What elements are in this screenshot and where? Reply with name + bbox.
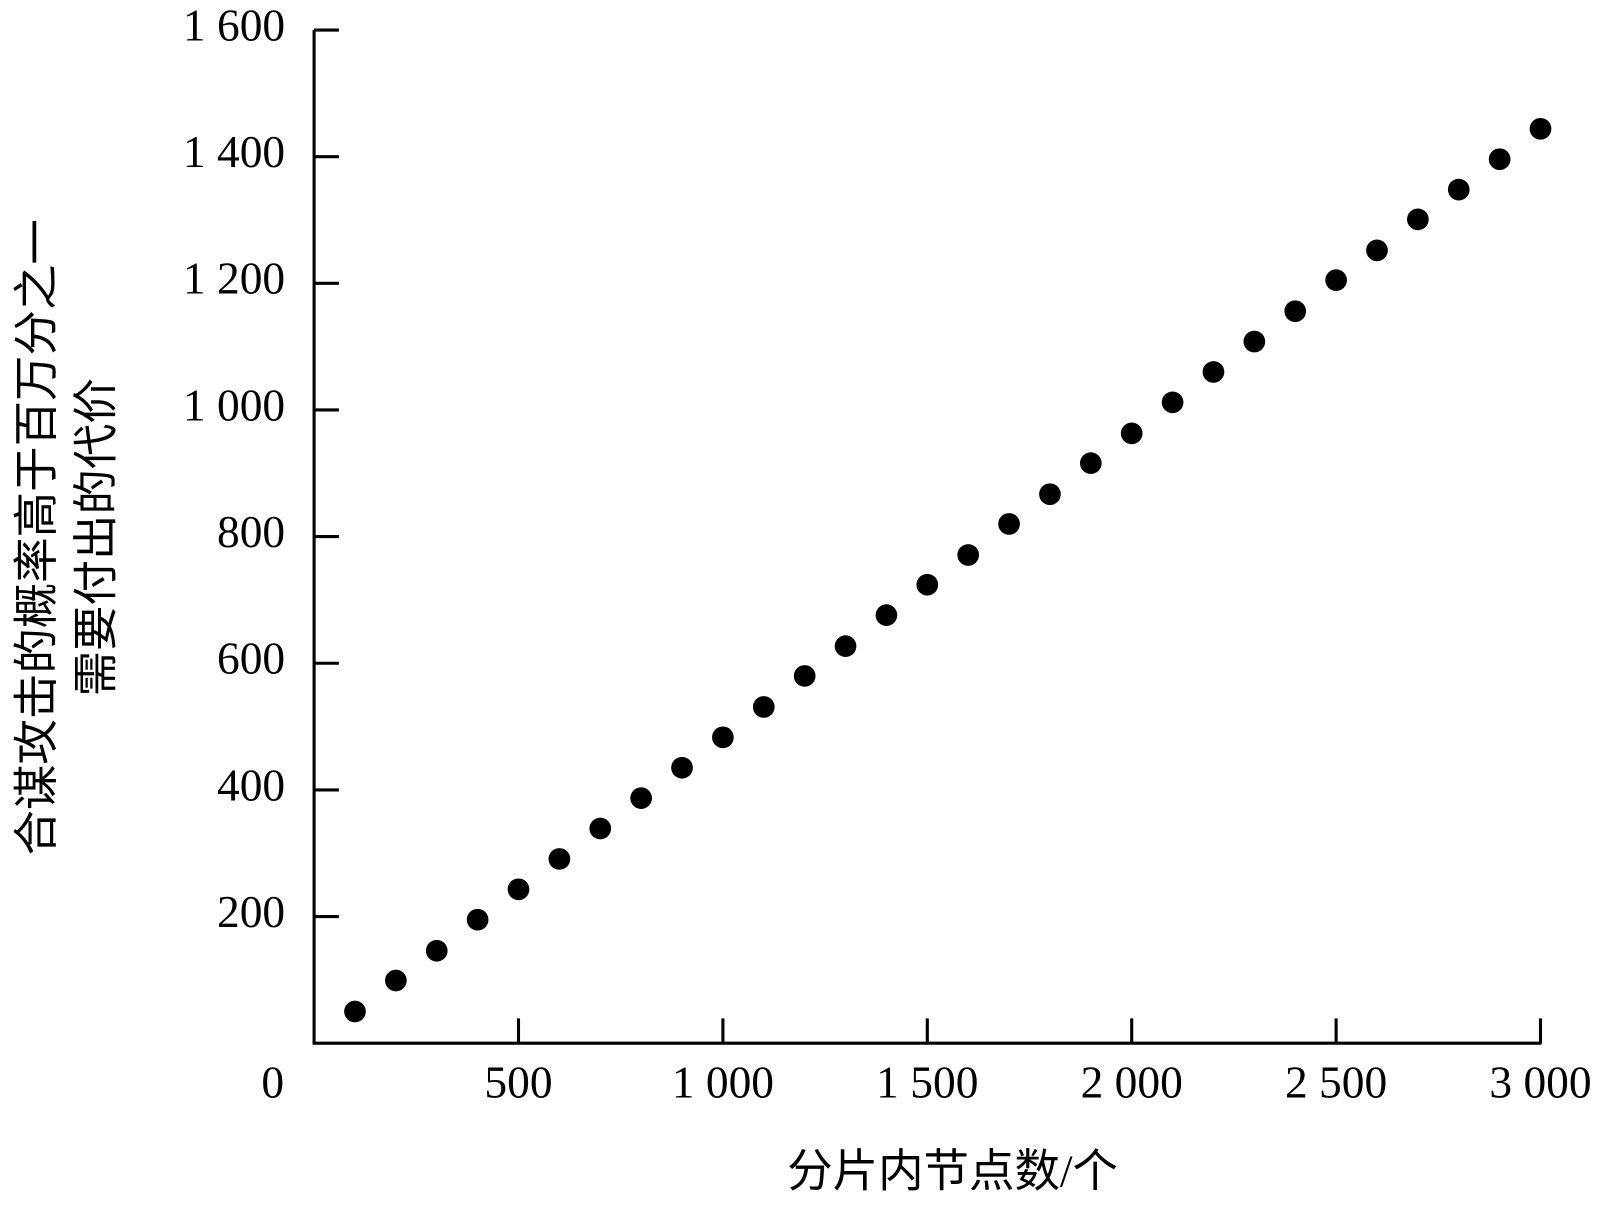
point [466, 908, 489, 931]
point [507, 878, 530, 901]
point [1529, 117, 1552, 140]
point [1079, 452, 1102, 474]
point [998, 513, 1020, 535]
x-tick-label: 500 [484, 1056, 552, 1107]
point [752, 696, 775, 718]
point [1407, 208, 1429, 231]
point [425, 939, 448, 962]
point [793, 665, 816, 687]
y-tick-label: 200 [217, 886, 285, 937]
point [548, 848, 571, 870]
point [1488, 148, 1511, 171]
y-tick-label: 1 000 [183, 379, 285, 430]
point [916, 573, 939, 596]
point [875, 604, 898, 626]
y-tick-label: 1 400 [183, 126, 285, 177]
y-tick-label: 800 [217, 506, 285, 557]
y-tick-label: 400 [217, 759, 285, 810]
y-tick-label: 1 200 [183, 253, 285, 304]
point [1284, 300, 1307, 323]
point [1039, 483, 1061, 506]
x-tick-label: 0 [261, 1056, 284, 1107]
point [630, 787, 652, 809]
point [385, 969, 407, 992]
point [1120, 422, 1143, 445]
y-tick-label: 1 600 [183, 0, 285, 50]
point [589, 817, 612, 840]
y-axis-label: 合谋攻击的概率高于百万分之一 [11, 219, 62, 855]
point [1202, 361, 1225, 383]
x-tick-label: 1 500 [876, 1056, 978, 1107]
point [712, 726, 734, 749]
point [1325, 269, 1347, 291]
point [1161, 391, 1184, 414]
x-axis-label: 分片内节点数/个 [787, 1145, 1118, 1196]
x-tick-label: 2 500 [1285, 1056, 1387, 1107]
point [834, 635, 857, 657]
x-tick-label: 3 000 [1489, 1056, 1591, 1107]
point [671, 756, 693, 779]
point [1366, 239, 1388, 262]
x-tick-label: 1 000 [672, 1056, 774, 1107]
point [1447, 178, 1470, 201]
point [344, 1000, 366, 1023]
point [1243, 330, 1266, 353]
y-axis-label: 需要付出的代价 [71, 378, 122, 696]
point [957, 544, 980, 566]
x-tick-label: 2 000 [1081, 1056, 1183, 1107]
y-tick-label: 600 [217, 633, 285, 684]
